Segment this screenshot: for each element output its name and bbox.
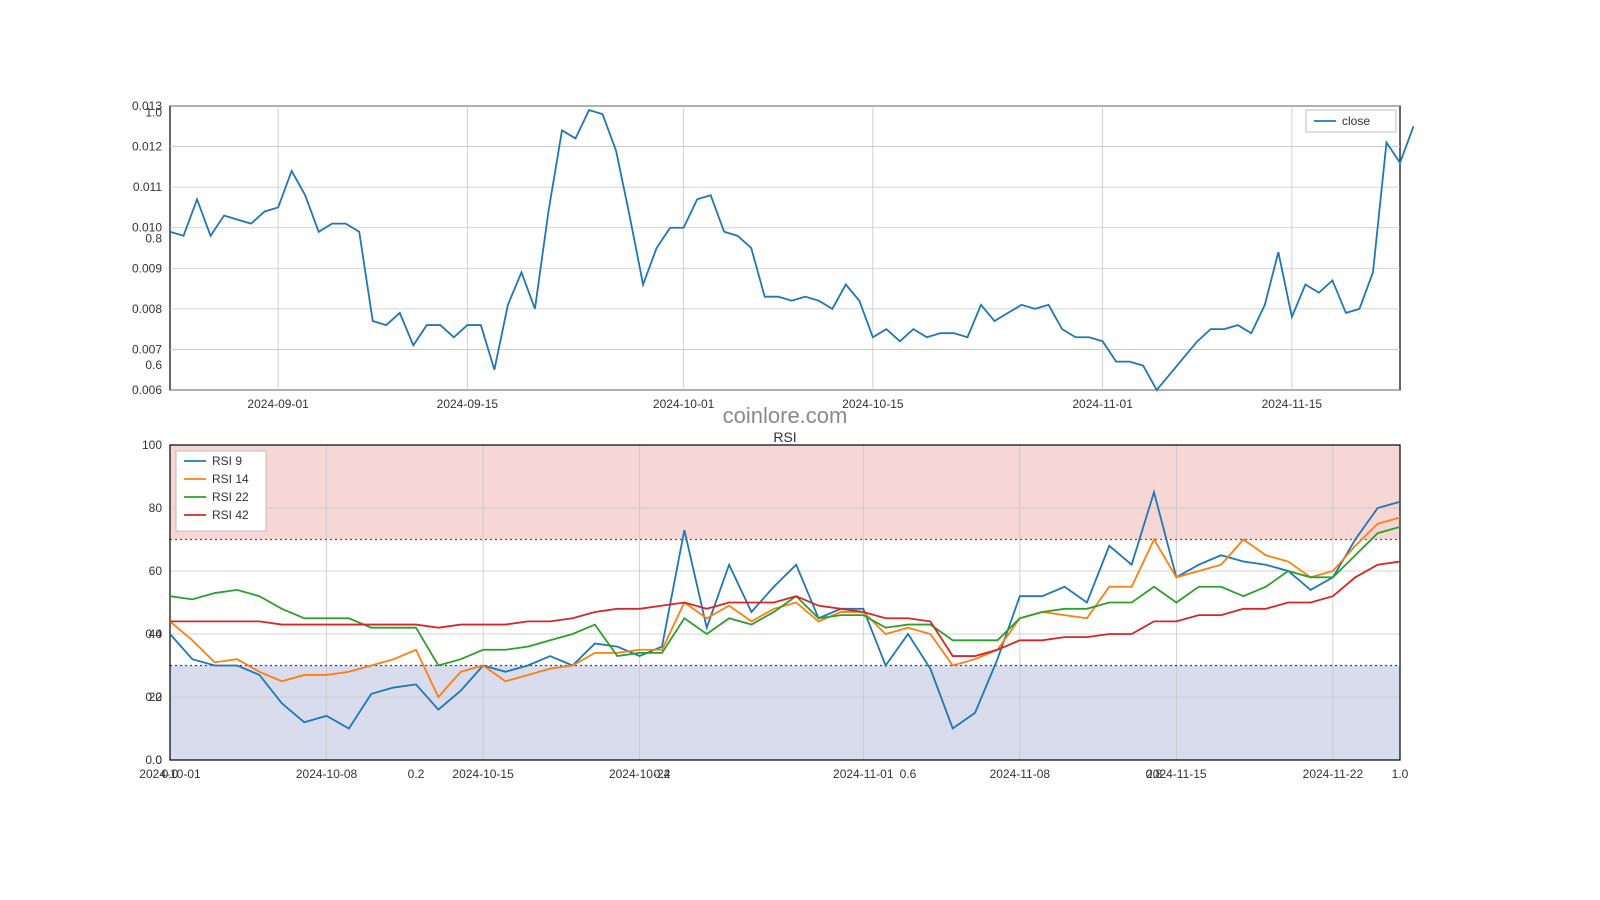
lower-ghost-xtick: 0.2 bbox=[408, 767, 425, 781]
lower-ghost-ytick: 0.0 bbox=[145, 753, 162, 767]
upper-xtick-label: 2024-10-01 bbox=[653, 397, 715, 411]
lower-xtick-label: 2024-10-15 bbox=[452, 767, 514, 781]
rsi-overbought-band bbox=[170, 445, 1400, 540]
lower-ghost-xtick: 1.0 bbox=[1392, 767, 1409, 781]
lower-legend-label: RSI 22 bbox=[212, 490, 249, 504]
chart-canvas: 0.0060.0070.0080.0090.0100.0110.0120.013… bbox=[0, 0, 1600, 900]
lower-ghost-xtick: 0.6 bbox=[900, 767, 917, 781]
upper-ytick-label: 0.009 bbox=[132, 261, 162, 275]
lower-ytick-label: 60 bbox=[149, 564, 163, 578]
lower-ghost-xtick: 0.0 bbox=[162, 767, 179, 781]
close-line bbox=[170, 110, 1414, 390]
upper-xtick-label: 2024-11-01 bbox=[1072, 397, 1133, 411]
upper-frame bbox=[170, 106, 1400, 390]
upper-ghost-ytick: 0.6 bbox=[145, 358, 162, 372]
lower-ytick-label: 100 bbox=[142, 438, 162, 452]
upper-xtick-label: 2024-10-15 bbox=[842, 397, 904, 411]
upper-xtick-label: 2024-09-01 bbox=[247, 397, 309, 411]
lower-ytick-label: 80 bbox=[149, 501, 163, 515]
upper-legend-label: close bbox=[1342, 114, 1370, 128]
upper-ytick-label: 0.012 bbox=[132, 140, 162, 154]
lower-xtick-label: 2024-11-22 bbox=[1303, 767, 1364, 781]
upper-xtick-label: 2024-11-15 bbox=[1262, 397, 1323, 411]
watermark-text: coinlore.com bbox=[723, 403, 848, 428]
lower-legend-label: RSI 42 bbox=[212, 508, 249, 522]
lower-legend-label: RSI 14 bbox=[212, 472, 249, 486]
upper-xtick-label: 2024-09-15 bbox=[437, 397, 499, 411]
lower-xtick-label: 2024-11-01 bbox=[833, 767, 894, 781]
upper-ytick-label: 0.006 bbox=[132, 383, 162, 397]
lower-ghost-ytick: 0.4 bbox=[145, 627, 162, 641]
lower-ghost-xtick: 0.8 bbox=[1146, 767, 1163, 781]
lower-xtick-label: 2024-10-08 bbox=[296, 767, 358, 781]
upper-ghost-ytick: 1.0 bbox=[145, 105, 162, 119]
upper-ytick-label: 0.011 bbox=[133, 180, 162, 194]
rsi-title: RSI bbox=[773, 429, 796, 445]
lower-ghost-ytick: 0.2 bbox=[145, 690, 162, 704]
lower-ghost-xtick: 0.4 bbox=[654, 767, 671, 781]
lower-xtick-label: 2024-11-08 bbox=[990, 767, 1051, 781]
upper-ytick-label: 0.007 bbox=[132, 342, 162, 356]
rsi22-line bbox=[170, 527, 1400, 666]
upper-ghost-ytick: 0.8 bbox=[145, 232, 162, 246]
upper-ytick-label: 0.008 bbox=[132, 302, 162, 316]
lower-legend-label: RSI 9 bbox=[212, 454, 242, 468]
rsi-oversold-band bbox=[170, 666, 1400, 761]
